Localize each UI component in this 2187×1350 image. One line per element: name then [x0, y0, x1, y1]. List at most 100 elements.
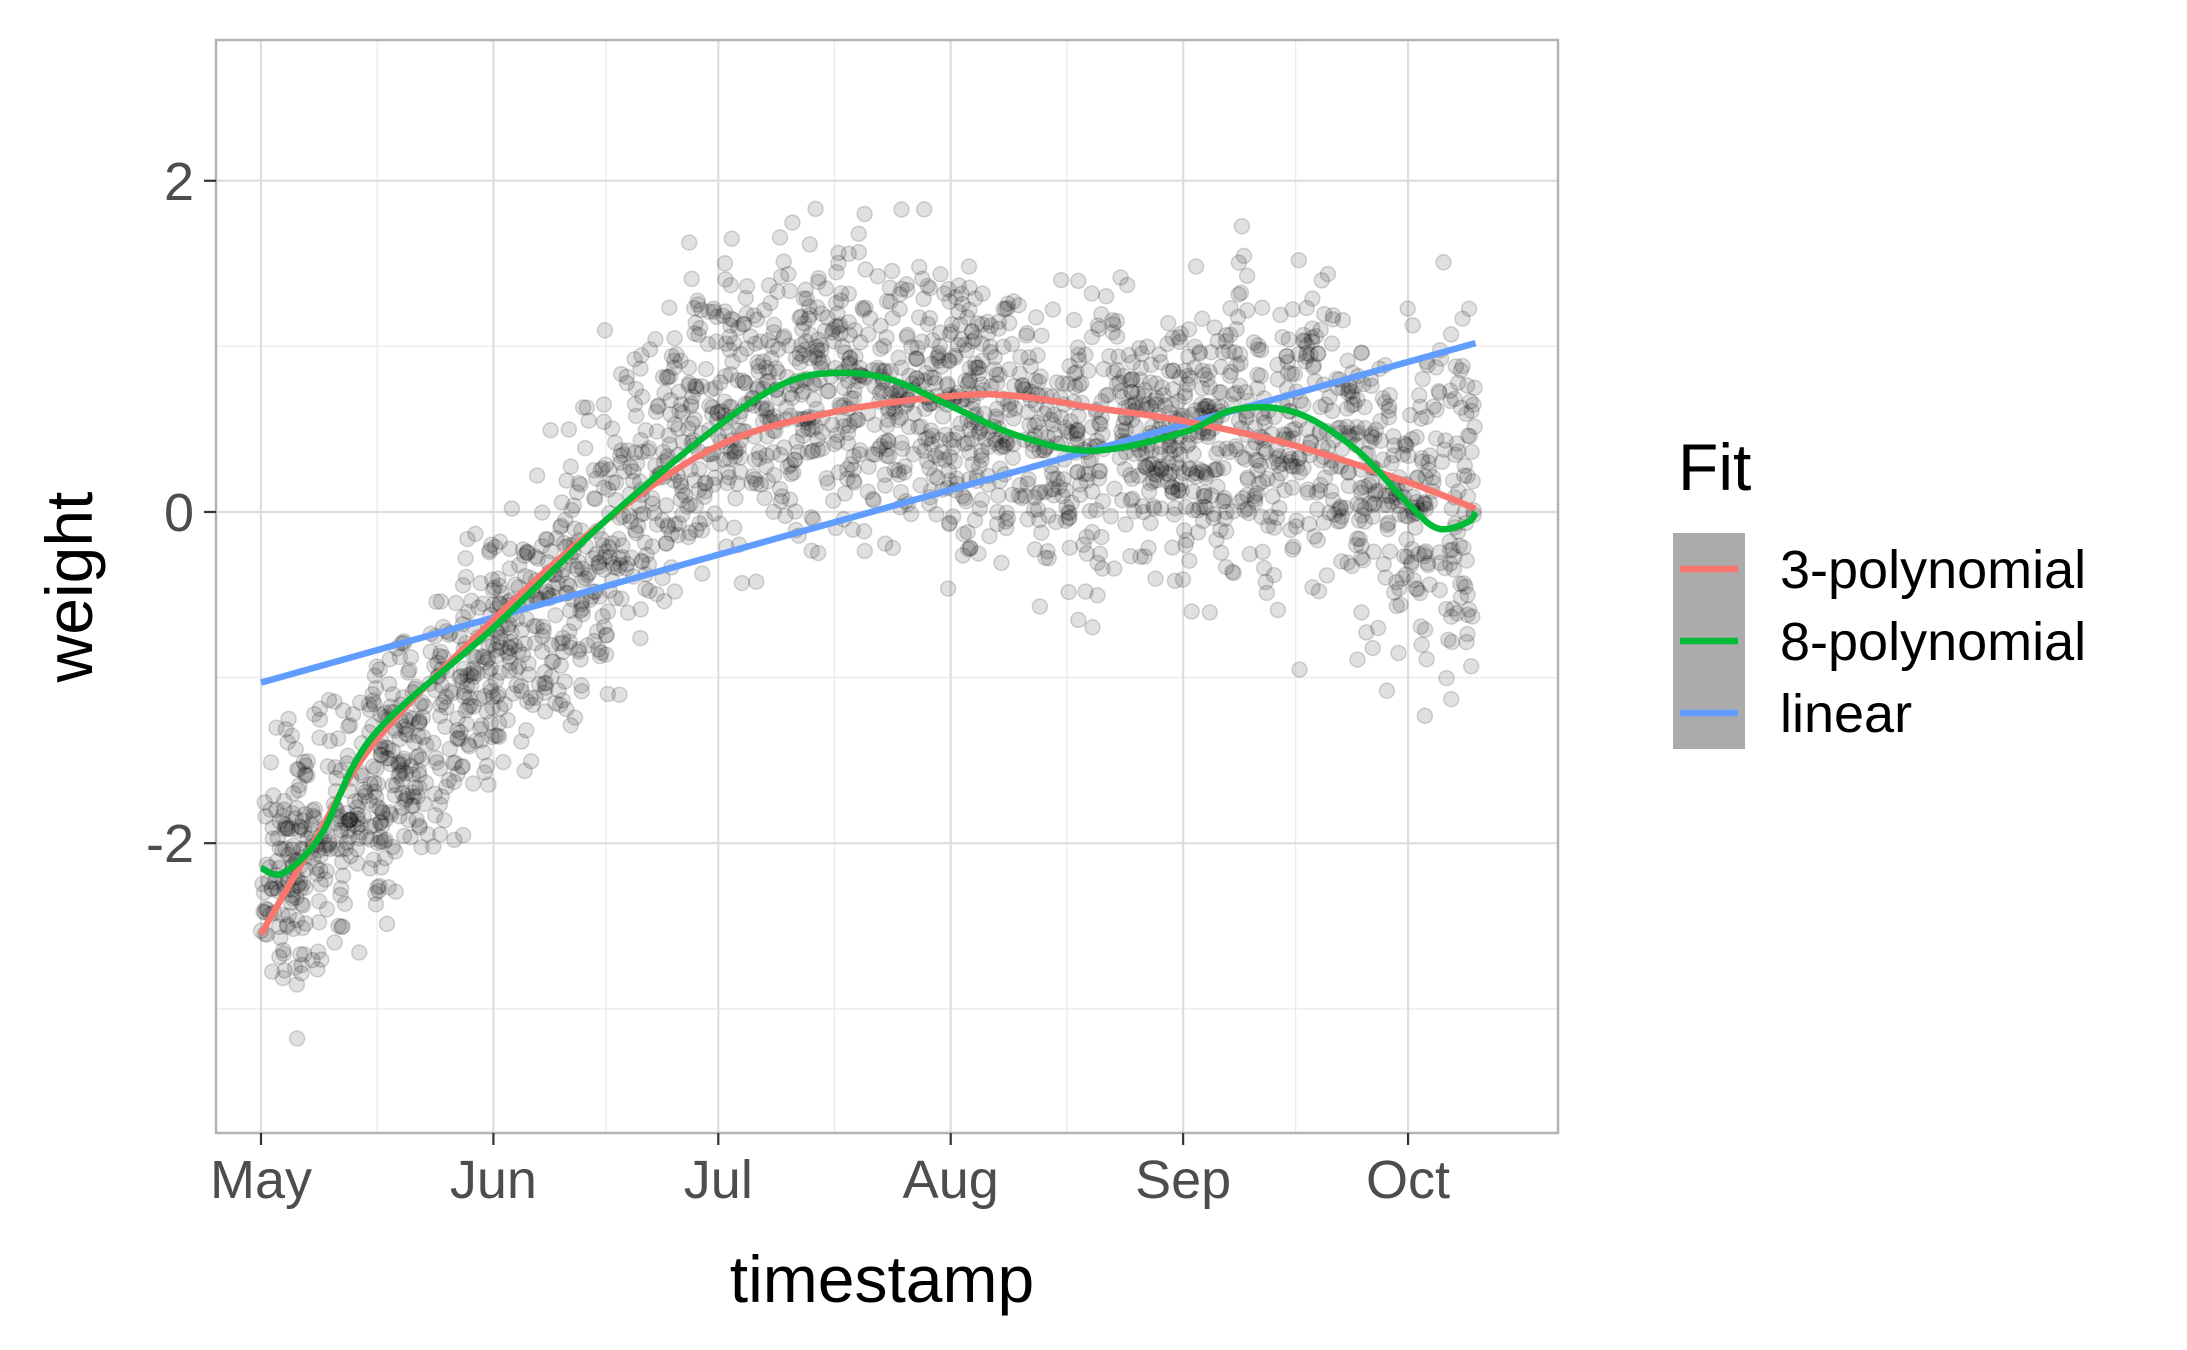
data-point — [722, 276, 739, 294]
data-point — [751, 450, 768, 467]
data-point — [489, 634, 507, 651]
data-point — [475, 744, 493, 761]
data-point — [1265, 566, 1283, 584]
data-point — [1117, 516, 1134, 533]
data-point — [637, 422, 655, 439]
data-point — [970, 458, 988, 475]
data-point — [1217, 523, 1235, 540]
data-point — [1139, 338, 1156, 355]
data-point — [1069, 431, 1086, 448]
data-point — [454, 826, 472, 844]
data-point — [334, 702, 352, 719]
data-point — [1285, 538, 1302, 555]
data-point — [670, 515, 688, 532]
data-point — [1356, 500, 1374, 517]
data-point — [494, 753, 512, 771]
data-point — [528, 467, 546, 484]
data-point — [536, 663, 554, 681]
data-point — [876, 433, 893, 451]
data-point — [648, 516, 666, 533]
data-point — [1208, 531, 1225, 549]
data-point — [1442, 392, 1459, 410]
data-point — [310, 893, 328, 910]
data-point — [961, 421, 978, 439]
data-point — [1419, 554, 1437, 572]
data-point — [921, 309, 939, 327]
data-point — [1246, 487, 1264, 505]
data-point — [1230, 254, 1248, 271]
data-point — [779, 458, 796, 476]
data-point — [1001, 361, 1018, 378]
data-point — [1279, 364, 1297, 382]
data-point — [1170, 459, 1188, 477]
data-point — [1400, 447, 1417, 465]
data-point — [1304, 320, 1321, 337]
data-point — [330, 917, 347, 935]
data-point — [876, 466, 894, 484]
data-point — [293, 965, 310, 982]
data-point — [957, 492, 975, 510]
data-point — [1181, 460, 1199, 478]
data-point — [1290, 251, 1308, 269]
data-point — [1225, 564, 1242, 582]
data-point — [483, 728, 501, 746]
data-point — [522, 752, 540, 770]
data-point — [795, 383, 812, 400]
data-point — [600, 539, 618, 556]
data-point — [568, 484, 586, 501]
data-point — [1061, 504, 1078, 522]
data-point — [573, 572, 591, 589]
data-point — [1212, 544, 1230, 561]
data-point — [484, 636, 502, 653]
data-point — [1211, 440, 1228, 457]
data-point — [411, 817, 428, 834]
data-point — [386, 787, 404, 804]
data-point — [350, 944, 368, 961]
data-point — [1399, 300, 1416, 317]
data-point — [1031, 511, 1048, 529]
data-point — [954, 295, 971, 313]
data-point — [1170, 392, 1187, 410]
data-point — [997, 519, 1015, 537]
data-point — [1113, 422, 1130, 440]
data-point — [601, 548, 619, 566]
data-point — [1042, 481, 1060, 498]
data-point — [1187, 468, 1205, 485]
data-point — [407, 779, 424, 796]
data-point — [845, 472, 863, 490]
data-point — [939, 580, 957, 597]
data-point — [765, 316, 783, 334]
data-point — [912, 477, 929, 494]
data-point — [328, 840, 346, 858]
data-point — [382, 755, 399, 773]
data-point — [1446, 548, 1463, 566]
data-point — [371, 661, 388, 678]
data-point — [1322, 482, 1340, 500]
data-point — [1449, 374, 1467, 392]
data-point — [823, 416, 841, 434]
data-point — [771, 229, 789, 246]
data-point — [1415, 545, 1433, 562]
data-point — [1433, 453, 1451, 471]
data-point — [1304, 290, 1321, 307]
data-point — [857, 299, 874, 316]
data-point — [964, 456, 981, 473]
data-point — [1316, 305, 1333, 323]
data-point — [1364, 496, 1382, 513]
data-point — [1398, 531, 1415, 548]
data-point — [1221, 443, 1238, 461]
data-point — [835, 379, 853, 397]
data-point — [1413, 450, 1431, 467]
data-point — [1201, 604, 1219, 621]
data-point — [813, 305, 830, 322]
data-point — [980, 324, 997, 342]
data-point — [1463, 443, 1480, 461]
data-point — [391, 808, 408, 825]
data-point — [657, 535, 675, 552]
data-point — [1303, 333, 1321, 350]
data-point — [756, 489, 773, 507]
data-point — [1448, 605, 1466, 622]
y-tick-label: -2 — [146, 814, 194, 874]
data-point — [597, 646, 615, 663]
y-tick-label: 0 — [164, 483, 194, 543]
